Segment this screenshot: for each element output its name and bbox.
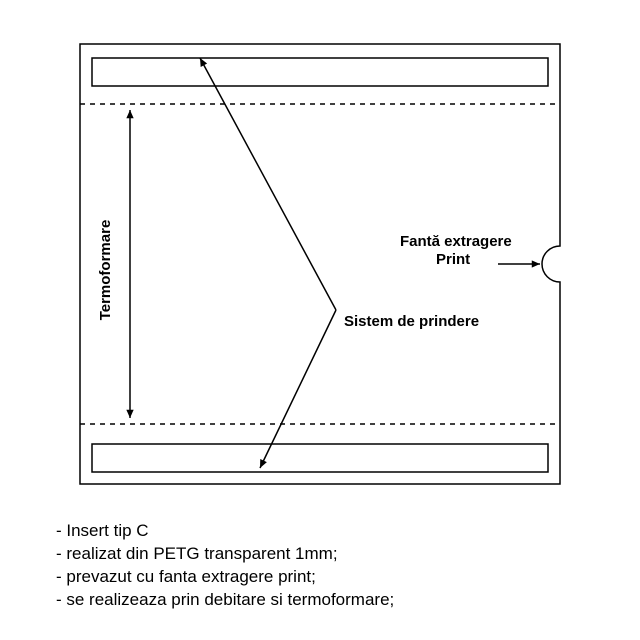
label-fanta-line2: Print — [436, 251, 470, 268]
desc-line: - Insert tip C — [56, 520, 394, 543]
desc-line: - prevazut cu fanta extragere print; — [56, 566, 394, 589]
description-block: - Insert tip C - realizat din PETG trans… — [56, 520, 394, 612]
desc-line: - se realizeaza prin debitare si termofo… — [56, 589, 394, 612]
label-sistem: Sistem de prindere — [344, 313, 479, 330]
label-termoformare: Termoformare — [97, 220, 114, 321]
desc-line: - realizat din PETG transparent 1mm; — [56, 543, 394, 566]
label-fanta-line1: Fantă extragere — [400, 233, 512, 250]
